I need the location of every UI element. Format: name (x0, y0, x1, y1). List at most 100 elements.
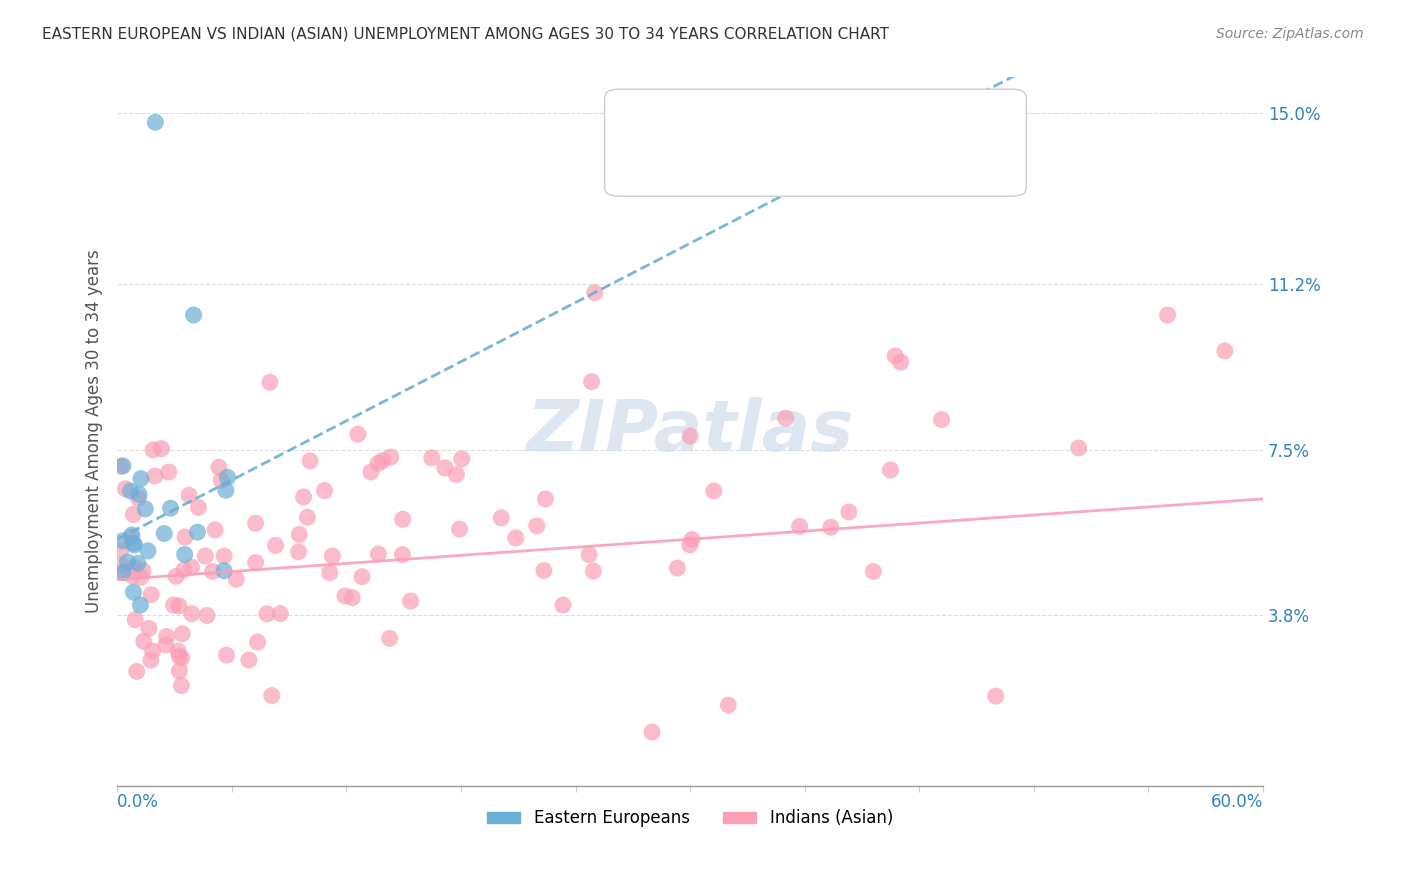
Indians (Asian) (174, 530, 197, 544)
Eastern Europeans (136, 544, 159, 558)
Indians (Asian) (367, 456, 389, 470)
Eastern Europeans (117, 555, 139, 569)
Indians (Asian) (129, 570, 152, 584)
Indians (Asian) (433, 460, 456, 475)
Indians (Asian) (1067, 441, 1090, 455)
Indians (Asian) (170, 679, 193, 693)
Indians (Asian) (114, 482, 136, 496)
Text: 0.081: 0.081 (696, 122, 744, 136)
Indians (Asian) (1213, 343, 1236, 358)
Text: 0.0%: 0.0% (117, 793, 159, 811)
Indians (Asian) (583, 285, 606, 300)
Eastern Europeans (212, 564, 235, 578)
Eastern Europeans (111, 533, 134, 548)
Indians (Asian) (367, 547, 389, 561)
Text: ZIPatlas: ZIPatlas (526, 397, 853, 467)
Indians (Asian) (169, 664, 191, 678)
Indians (Asian) (641, 725, 664, 739)
Indians (Asian) (215, 648, 238, 663)
Indians (Asian) (717, 698, 740, 712)
Indians (Asian) (931, 412, 953, 426)
Indians (Asian) (127, 491, 149, 506)
Indians (Asian) (141, 588, 163, 602)
Eastern Europeans (215, 483, 238, 498)
Indians (Asian) (162, 598, 184, 612)
Indians (Asian) (156, 630, 179, 644)
Indians (Asian) (347, 427, 370, 442)
Eastern Europeans (111, 566, 134, 580)
Indians (Asian) (245, 556, 267, 570)
Indians (Asian) (505, 531, 527, 545)
Indians (Asian) (450, 451, 472, 466)
Indians (Asian) (260, 689, 283, 703)
Indians (Asian) (150, 442, 173, 456)
Text: 24: 24 (787, 122, 814, 136)
Eastern Europeans (122, 585, 145, 599)
Indians (Asian) (187, 500, 209, 515)
Indians (Asian) (256, 607, 278, 621)
Text: R =: R = (664, 158, 697, 172)
Text: ■: ■ (640, 120, 658, 139)
Indians (Asian) (246, 635, 269, 649)
Legend: Eastern Europeans, Indians (Asian): Eastern Europeans, Indians (Asian) (481, 803, 900, 834)
Text: Source: ZipAtlas.com: Source: ZipAtlas.com (1216, 27, 1364, 41)
Indians (Asian) (110, 558, 132, 572)
Indians (Asian) (681, 533, 703, 547)
Indians (Asian) (775, 411, 797, 425)
Eastern Europeans (128, 487, 150, 501)
Indians (Asian) (110, 459, 132, 474)
Indians (Asian) (169, 649, 191, 664)
Indians (Asian) (582, 564, 605, 578)
Indians (Asian) (194, 549, 217, 563)
Indians (Asian) (259, 376, 281, 390)
Indians (Asian) (321, 549, 343, 563)
Text: 60.0%: 60.0% (1211, 793, 1263, 811)
Indians (Asian) (114, 565, 136, 579)
Indians (Asian) (120, 530, 142, 544)
Indians (Asian) (124, 613, 146, 627)
Indians (Asian) (679, 538, 702, 552)
Indians (Asian) (201, 565, 224, 579)
Text: 0.273: 0.273 (696, 158, 744, 172)
Eastern Europeans (145, 115, 167, 129)
Eastern Europeans (153, 526, 176, 541)
Indians (Asian) (180, 607, 202, 621)
Indians (Asian) (245, 516, 267, 531)
Indians (Asian) (195, 608, 218, 623)
Indians (Asian) (172, 627, 194, 641)
Indians (Asian) (139, 653, 162, 667)
Indians (Asian) (287, 545, 309, 559)
Indians (Asian) (314, 483, 336, 498)
Eastern Europeans (217, 470, 239, 484)
Indians (Asian) (225, 573, 247, 587)
Indians (Asian) (142, 644, 165, 658)
Indians (Asian) (297, 510, 319, 524)
Indians (Asian) (884, 349, 907, 363)
Indians (Asian) (298, 454, 321, 468)
Text: R =: R = (664, 122, 697, 136)
Indians (Asian) (132, 634, 155, 648)
Indians (Asian) (378, 632, 401, 646)
Eastern Europeans (120, 483, 142, 498)
Indians (Asian) (209, 473, 232, 487)
Indians (Asian) (391, 512, 413, 526)
Eastern Europeans (159, 501, 181, 516)
Indians (Asian) (121, 569, 143, 583)
Indians (Asian) (879, 463, 901, 477)
Indians (Asian) (212, 549, 235, 563)
Eastern Europeans (134, 502, 156, 516)
Eastern Europeans (186, 525, 208, 540)
Text: 105: 105 (787, 158, 820, 172)
Indians (Asian) (165, 569, 187, 583)
Indians (Asian) (157, 465, 180, 479)
Indians (Asian) (269, 607, 291, 621)
Indians (Asian) (124, 560, 146, 574)
Eastern Europeans (173, 548, 195, 562)
Indians (Asian) (371, 453, 394, 467)
Indians (Asian) (342, 591, 364, 605)
Indians (Asian) (380, 450, 402, 464)
Indians (Asian) (138, 622, 160, 636)
Text: N =: N = (756, 122, 790, 136)
Indians (Asian) (110, 543, 132, 558)
Indians (Asian) (167, 599, 190, 613)
